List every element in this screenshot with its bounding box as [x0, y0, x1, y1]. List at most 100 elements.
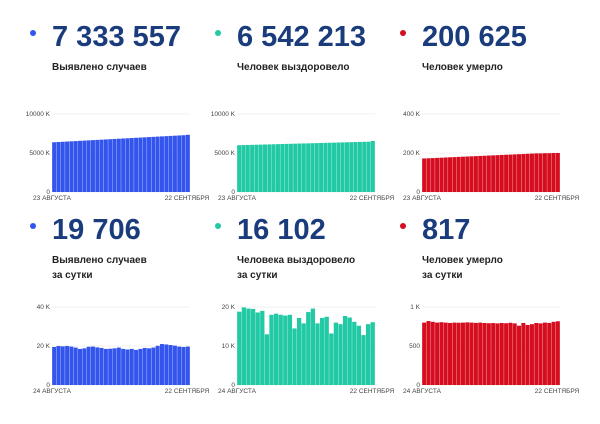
x-tick-label-end: 22 СЕНТЯБРЯ — [165, 195, 210, 202]
bar — [443, 322, 448, 385]
bar — [521, 322, 526, 385]
headline-label-line: Человек умерло — [422, 255, 503, 266]
bar — [499, 154, 504, 192]
bar — [103, 139, 108, 192]
bar — [90, 140, 95, 192]
bar — [164, 136, 169, 192]
bar — [306, 143, 311, 192]
headline-label: Выявлено случаев за сутки — [52, 253, 147, 283]
bar — [177, 135, 182, 192]
bar — [69, 141, 74, 192]
bar — [306, 312, 311, 385]
bar — [430, 321, 435, 385]
bar — [155, 136, 160, 192]
bar — [52, 346, 57, 385]
panel-daily-deaths: 817 Человек умерло за сутки 1 K 500 0 24 АВГУС… — [400, 213, 590, 403]
headline-label: Человек умерло — [422, 60, 503, 75]
bar — [275, 144, 280, 192]
bar — [555, 153, 560, 192]
bar — [323, 142, 328, 192]
bar — [352, 321, 357, 385]
bar — [250, 308, 256, 385]
bar — [538, 153, 543, 192]
bar — [134, 137, 139, 192]
bar-chart: 20 K 10 K 024 АВГУСТА 22 СЕНТЯБРЯ — [218, 304, 394, 395]
bar — [542, 322, 547, 385]
bar — [78, 348, 83, 385]
bar — [439, 322, 444, 385]
bar — [517, 154, 522, 192]
bar — [551, 321, 556, 385]
bar — [121, 138, 126, 192]
bar-chart: 1 K 500 024 АВГУСТА 22 СЕНТЯБРЯ — [403, 304, 579, 395]
bar — [293, 143, 298, 192]
headline-label: Выявлено случаев — [52, 60, 147, 75]
bar — [482, 155, 487, 192]
bar — [65, 141, 70, 192]
bar-chart: 10000 K 5000 K 023 АВГУСТА 22 СЕНТЯБРЯ — [211, 111, 395, 202]
bar — [138, 348, 143, 385]
bar — [159, 136, 164, 192]
bar — [525, 153, 530, 192]
bar — [296, 317, 302, 385]
y-tick-label: 400 K — [403, 111, 421, 118]
y-tick-label: 20 K — [222, 304, 236, 311]
bar — [95, 139, 100, 192]
bar — [125, 349, 130, 385]
bar — [486, 323, 491, 385]
headline-label: Человека выздоровело за сутки — [237, 253, 355, 283]
headline-label-line: Выявлено случаев — [52, 62, 147, 73]
panel-total-deaths: 200 625 Человек умерло 400 K 200 K 0 23 АВГУС… — [400, 20, 590, 210]
bullet-dot-icon — [215, 223, 221, 229]
bar — [452, 157, 457, 192]
y-tick-label: 10000 K — [211, 111, 236, 118]
bar — [237, 145, 242, 192]
bar — [125, 138, 130, 192]
bar — [86, 140, 91, 192]
bar — [172, 135, 177, 192]
headline-label-line: за сутки — [422, 270, 463, 281]
bar — [448, 322, 453, 385]
bar — [65, 346, 70, 385]
bar — [280, 144, 285, 192]
bar — [495, 155, 500, 192]
x-tick-label-start: 24 АВГУСТА — [403, 388, 442, 395]
bar — [56, 142, 61, 192]
bar — [338, 324, 343, 385]
bullet-dot-icon — [400, 30, 406, 36]
bar — [108, 348, 113, 385]
bar — [332, 142, 337, 192]
y-tick-label: 0 — [46, 189, 50, 196]
bar — [333, 322, 339, 385]
headline-label-line: за сутки — [52, 270, 93, 281]
bar — [151, 136, 156, 192]
bar — [108, 139, 113, 192]
bar — [482, 322, 487, 385]
bar — [52, 142, 57, 192]
bar — [245, 144, 250, 192]
bar — [129, 348, 134, 385]
x-tick-label-start: 23 АВГУСТА — [403, 195, 442, 202]
bar — [250, 144, 255, 192]
bar — [491, 323, 496, 385]
bar — [547, 322, 552, 385]
bar — [356, 325, 362, 385]
bar — [426, 321, 431, 385]
bar — [283, 315, 288, 385]
bar — [142, 137, 147, 192]
bar — [315, 323, 320, 385]
bar — [465, 322, 470, 385]
bar — [435, 322, 440, 385]
bar — [448, 157, 453, 192]
bar — [361, 335, 366, 385]
bar — [473, 156, 478, 192]
bar-chart: 10000 K 5000 K 023 АВГУСТА 22 СЕНТЯБРЯ — [26, 111, 210, 202]
bar — [103, 348, 108, 385]
bar — [129, 138, 134, 192]
bar — [512, 323, 517, 385]
y-tick-label: 5000 K — [214, 150, 235, 157]
bar — [495, 323, 500, 385]
headline-label: Человек умерло за сутки — [422, 253, 503, 283]
bar — [324, 316, 329, 385]
